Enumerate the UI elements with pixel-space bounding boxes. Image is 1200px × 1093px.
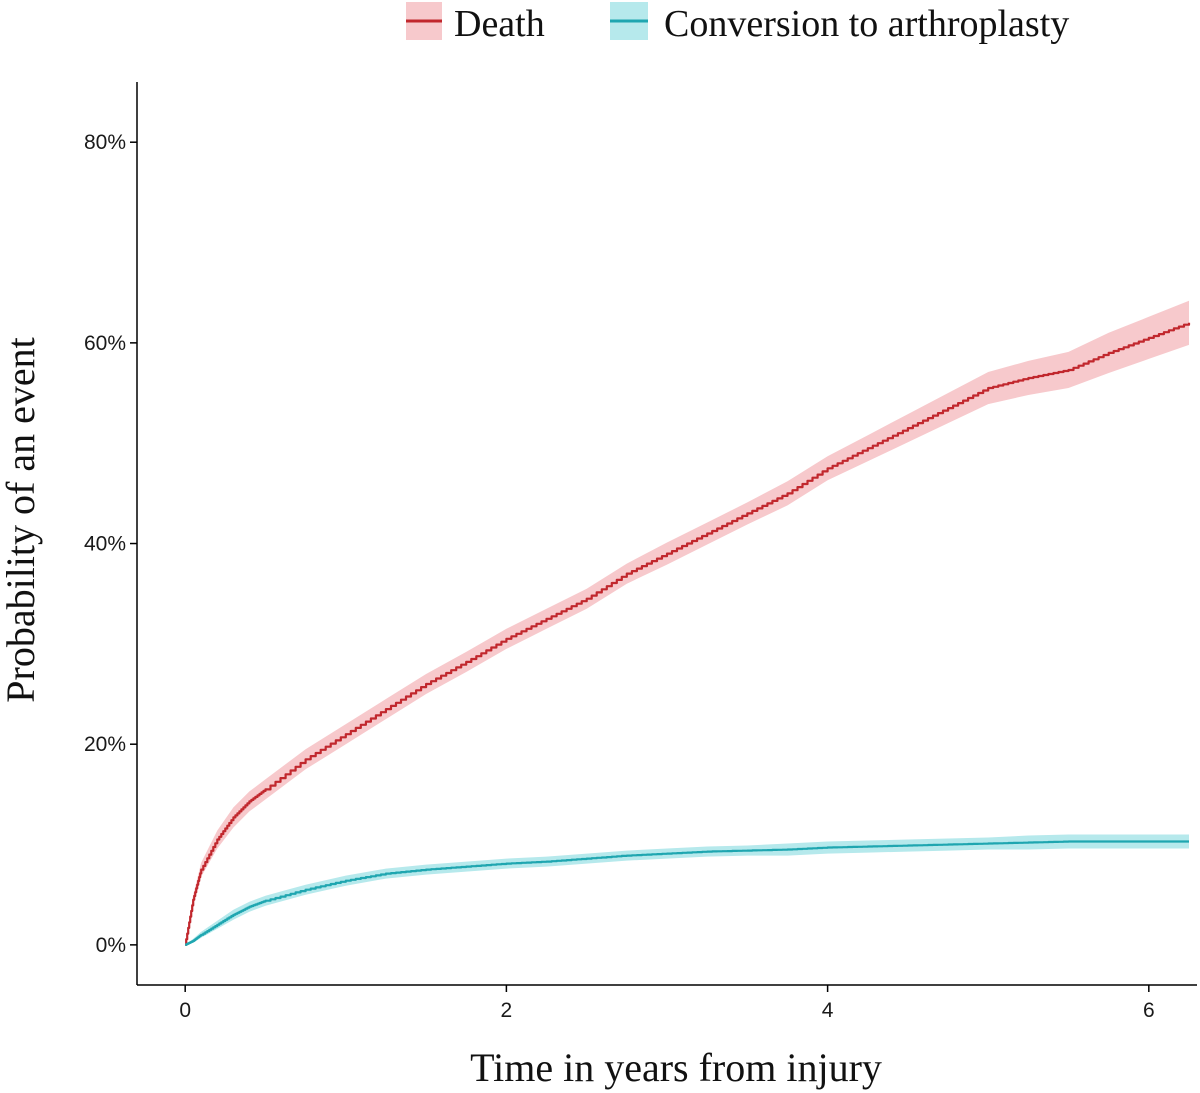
band-death <box>185 300 1189 945</box>
x-tick-label: 2 <box>501 999 513 1022</box>
series-lines <box>185 322 1191 946</box>
legend: Death Conversion to arthroplasty <box>406 2 1069 45</box>
legend-item-death: Death <box>406 2 545 45</box>
y-axis-ticks: 0% 20% 40% 60% 80% <box>84 131 137 957</box>
x-axis-ticks: 0 2 4 6 <box>179 985 1155 1022</box>
x-axis-title: Time in years from injury <box>470 1045 882 1090</box>
x-tick-label: 4 <box>822 999 834 1022</box>
confidence-bands <box>185 300 1189 945</box>
x-tick-label: 6 <box>1143 999 1155 1022</box>
y-tick-label: 40% <box>84 533 126 556</box>
line-death <box>185 322 1191 946</box>
x-tick-label: 0 <box>179 999 191 1022</box>
legend-label-death: Death <box>454 3 545 45</box>
y-tick-label: 0% <box>96 934 126 957</box>
y-tick-label: 60% <box>84 332 126 355</box>
band-conversion-to-arthroplasty <box>185 834 1189 945</box>
y-axis-title: Probability of an event <box>0 337 43 702</box>
line-conversion-to-arthroplasty <box>185 840 1189 946</box>
legend-label-conversion: Conversion to arthroplasty <box>664 3 1069 45</box>
legend-item-conversion: Conversion to arthroplasty <box>610 2 1069 45</box>
y-tick-label: 20% <box>84 733 126 756</box>
y-tick-label: 80% <box>84 131 126 154</box>
